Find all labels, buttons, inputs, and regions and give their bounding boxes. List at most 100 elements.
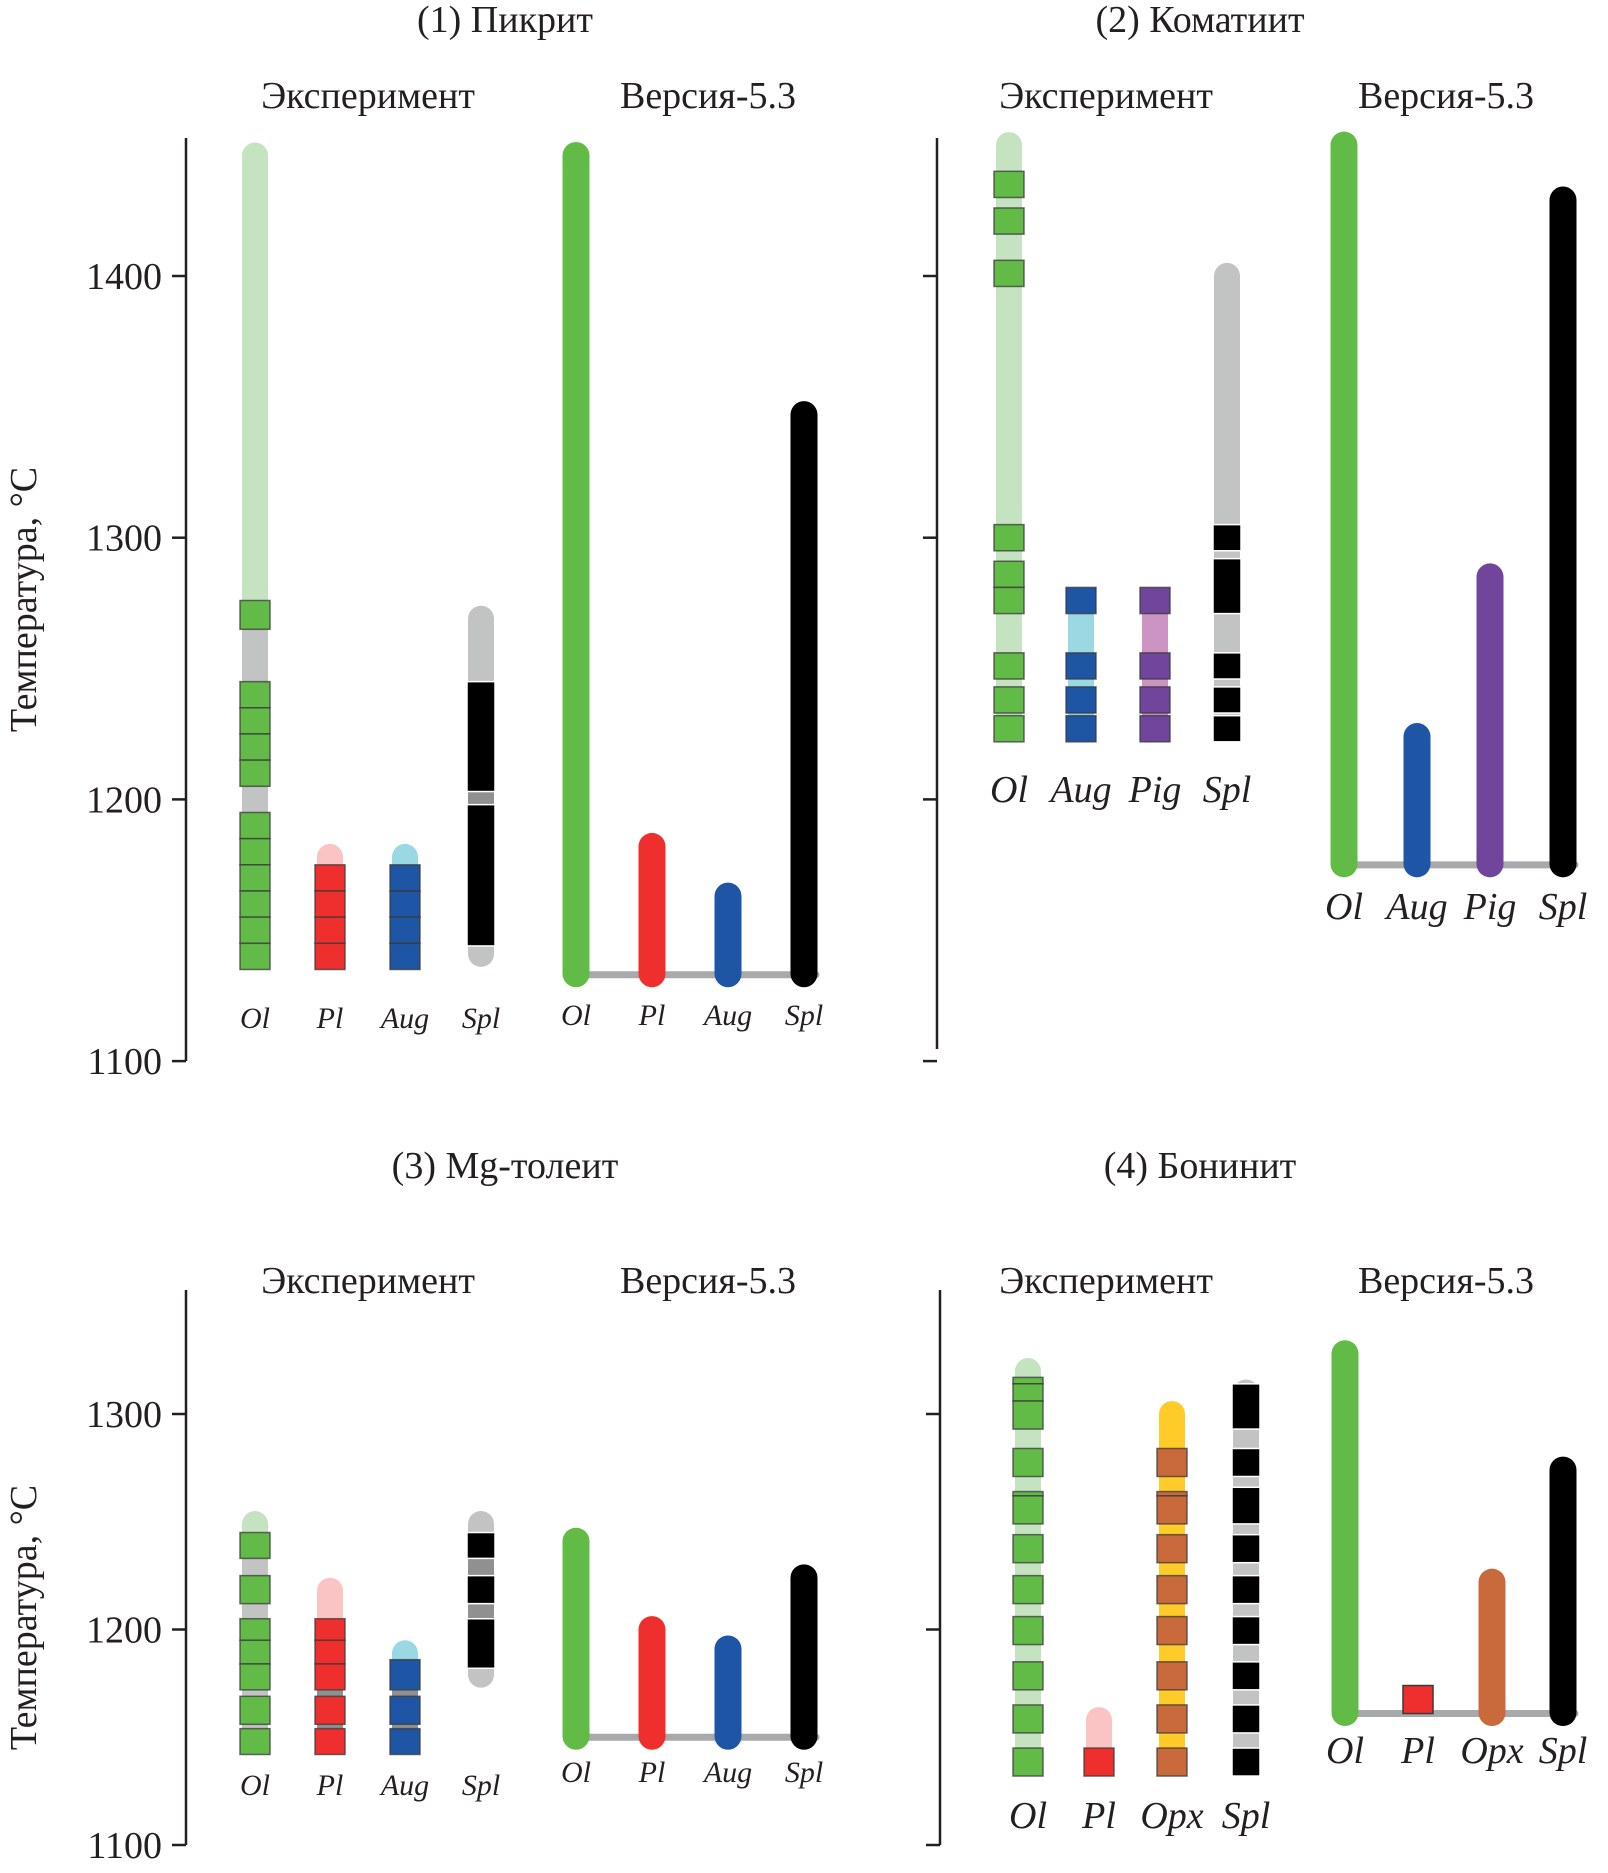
experiment-point bbox=[314, 942, 346, 971]
gap-band bbox=[468, 1603, 494, 1619]
category-label: Ol bbox=[1325, 886, 1363, 928]
experiment-point bbox=[314, 1663, 346, 1691]
category-label: Ol bbox=[990, 769, 1028, 811]
gap-band bbox=[392, 1689, 418, 1697]
experiment-point bbox=[1012, 1661, 1044, 1691]
experiment-point bbox=[1212, 714, 1242, 743]
category-label: Spl bbox=[1222, 1795, 1271, 1837]
panel-2: (2) Коматиит Эксперимент Версия-5.3 Ol Aug Pi… bbox=[923, 0, 1588, 1063]
y-tick-label: 1100 bbox=[87, 1041, 162, 1083]
category-label: Spl bbox=[1539, 886, 1588, 928]
category-label: Spl bbox=[1203, 769, 1252, 811]
experiment-point bbox=[1065, 686, 1097, 714]
experiment-point bbox=[1156, 1574, 1188, 1605]
experiment-column-ol: Ol bbox=[239, 142, 271, 1035]
experiment-point bbox=[1231, 1704, 1261, 1734]
experiment-point bbox=[993, 170, 1025, 199]
category-label: Ol bbox=[1326, 1730, 1364, 1772]
category-label: Aug bbox=[379, 1002, 429, 1035]
category-label: Pl bbox=[638, 1756, 666, 1789]
experiment-point bbox=[1156, 1704, 1188, 1734]
category-label: Spl bbox=[462, 1769, 500, 1802]
experiment-point bbox=[466, 680, 496, 793]
experiment-point bbox=[1012, 1533, 1044, 1564]
panel-title: (4) Бонинит bbox=[1104, 1145, 1297, 1187]
experiment-point bbox=[239, 680, 271, 709]
model-bar-pl bbox=[1402, 1684, 1434, 1715]
experiment-point bbox=[1156, 1533, 1188, 1564]
gap-band bbox=[242, 1724, 268, 1729]
experiment-point bbox=[239, 599, 271, 631]
experiment-point bbox=[466, 803, 496, 947]
category-label: Pig bbox=[1128, 769, 1182, 811]
gap-band bbox=[242, 1689, 268, 1697]
panel-title: (1) Пикрит bbox=[417, 0, 593, 41]
experiment-point bbox=[239, 1727, 271, 1756]
experiment-point bbox=[1012, 1383, 1044, 1402]
category-label: Pl bbox=[638, 999, 666, 1032]
experiment-point bbox=[239, 1574, 271, 1605]
model-label: Версия-5.3 bbox=[620, 75, 796, 117]
category-label: Pl bbox=[316, 1769, 344, 1802]
model-bars: Ol Pl Aug Spl bbox=[561, 1527, 823, 1789]
y-tick-label: 1100 bbox=[87, 1825, 162, 1867]
gap-band bbox=[392, 1724, 418, 1729]
experiment-point bbox=[239, 890, 271, 918]
category-label: Aug bbox=[1383, 886, 1447, 928]
experiment-point bbox=[314, 1639, 346, 1665]
y-tick-label: 1300 bbox=[86, 518, 162, 560]
experiment-point bbox=[239, 759, 271, 788]
experiment-point bbox=[1012, 1495, 1044, 1525]
experiment-point bbox=[1139, 686, 1171, 714]
experiment-point bbox=[1139, 652, 1171, 680]
experiment-point bbox=[1212, 686, 1242, 714]
experiment-point bbox=[993, 714, 1025, 743]
experiment-point bbox=[239, 837, 271, 866]
experiment-point bbox=[466, 1531, 496, 1560]
category-label: Spl bbox=[785, 999, 823, 1032]
experiment-point bbox=[1012, 1704, 1044, 1734]
experiment-column-spl: Spl bbox=[1203, 262, 1252, 811]
model-bars: Ol Pl Opx Spl bbox=[1326, 1340, 1587, 1772]
experiment-point bbox=[239, 811, 271, 840]
category-label: Aug bbox=[1047, 769, 1111, 811]
experiment-column-pl: Pl bbox=[314, 843, 346, 1035]
gap-band bbox=[242, 629, 268, 682]
experiment-point bbox=[1231, 1747, 1261, 1777]
experiment-point bbox=[389, 1727, 421, 1756]
category-label: Spl bbox=[462, 1002, 500, 1035]
experiment-column-opx: Opx bbox=[1140, 1401, 1204, 1837]
experiment-point bbox=[389, 890, 421, 918]
category-label: Ol bbox=[240, 1769, 270, 1802]
panels-root: (1) Пикрит Эксперимент Версия-5.3 1100 1200 1… bbox=[3, 0, 1587, 1867]
experiment-column-pl: Pl bbox=[1081, 1707, 1116, 1837]
experiment-point bbox=[239, 1639, 271, 1665]
model-bars: Ol Pl Aug Spl bbox=[561, 142, 823, 1032]
experiment-point bbox=[1139, 714, 1171, 743]
category-label: Ol bbox=[561, 1756, 591, 1789]
category-label: Opx bbox=[1140, 1795, 1203, 1837]
experiment-label: Эксперимент bbox=[261, 75, 475, 117]
category-label: Pl bbox=[316, 1002, 344, 1035]
category-label: Ol bbox=[240, 1002, 270, 1035]
experiment-point bbox=[1231, 1533, 1261, 1564]
experiment-point bbox=[993, 207, 1025, 235]
experiment-point bbox=[314, 864, 346, 892]
experiment-column-aug: Aug bbox=[1047, 586, 1112, 811]
experiment-column-aug: Aug bbox=[379, 1640, 429, 1802]
experiment-point bbox=[1212, 557, 1242, 615]
experiment-point bbox=[993, 686, 1025, 714]
experiment-column-ol: Ol bbox=[990, 132, 1028, 811]
panel-1: (1) Пикрит Эксперимент Версия-5.3 1100 1200 1… bbox=[3, 0, 823, 1083]
experiment-point bbox=[1065, 586, 1097, 615]
y-tick-label: 1200 bbox=[86, 1610, 162, 1652]
experiment-point bbox=[1156, 1615, 1188, 1646]
experiment-point bbox=[1156, 1495, 1188, 1525]
experiment-column-pl: Pl bbox=[314, 1577, 346, 1802]
experiment-point bbox=[314, 916, 346, 945]
experiment-column-ol: Ol bbox=[239, 1510, 271, 1802]
experiment-column-pig: Pig bbox=[1128, 586, 1182, 811]
experiment-point bbox=[239, 1695, 271, 1726]
experiment-point bbox=[239, 1531, 271, 1560]
